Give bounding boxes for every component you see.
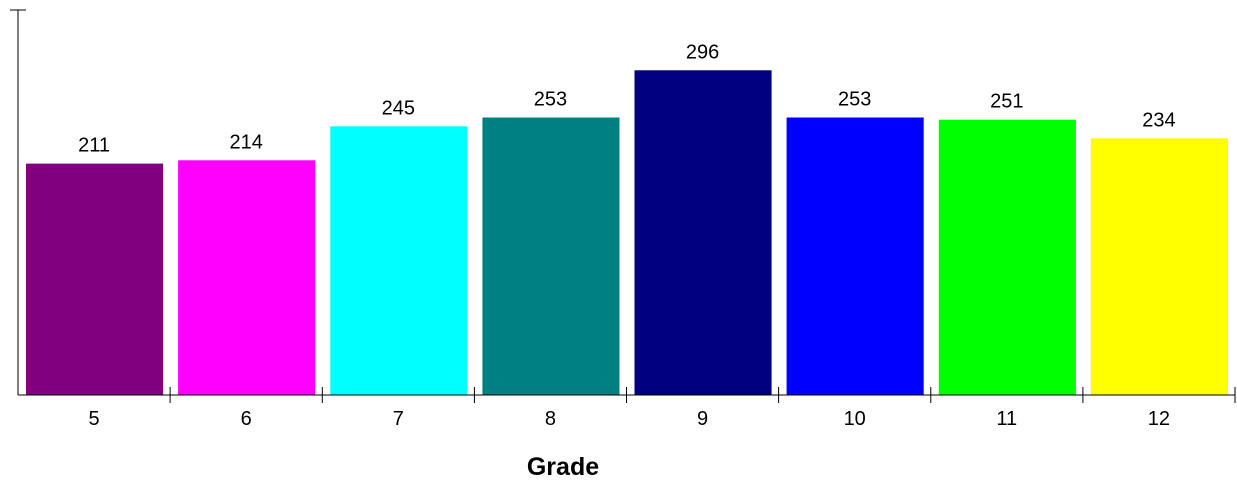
bar-grade-9 xyxy=(634,70,772,396)
value-label-grade-8: 253 xyxy=(534,89,567,111)
x-ticks-layer xyxy=(169,387,1236,403)
value-label-grade-9: 296 xyxy=(686,41,719,63)
x-tick-label-10: 10 xyxy=(844,408,866,430)
x-tick-label-9: 9 xyxy=(697,408,708,430)
value-label-grade-12: 234 xyxy=(1142,109,1175,131)
x-tick-label-7: 7 xyxy=(393,408,404,430)
bar-grade-6 xyxy=(178,160,316,395)
x-tick-label-12: 12 xyxy=(1148,408,1170,430)
x-axis-title: Grade xyxy=(527,453,599,480)
bar-grade-11 xyxy=(938,119,1076,395)
value-label-grade-5: 211 xyxy=(78,135,110,157)
bar-grade-5 xyxy=(26,163,164,395)
x-tick-label-6: 6 xyxy=(241,408,252,430)
value-label-grade-10: 253 xyxy=(838,89,871,111)
bar-grade-12 xyxy=(1090,138,1228,396)
bar-grade-7 xyxy=(330,126,468,396)
x-tick-label-8: 8 xyxy=(545,408,556,430)
bar-grade-10 xyxy=(786,117,924,395)
x-tick-label-5: 5 xyxy=(89,408,100,430)
labels-layer: 211 5 214 6 245 7 253 8 296 9 253 10 251 11 234 12 xyxy=(78,41,1175,430)
value-label-grade-11: 251 xyxy=(990,91,1023,113)
value-label-grade-7: 245 xyxy=(382,97,415,119)
bar-grade-8 xyxy=(482,117,620,395)
x-tick-label-11: 11 xyxy=(996,408,1017,430)
bars-layer xyxy=(26,70,1228,396)
value-label-grade-6: 214 xyxy=(230,131,263,153)
